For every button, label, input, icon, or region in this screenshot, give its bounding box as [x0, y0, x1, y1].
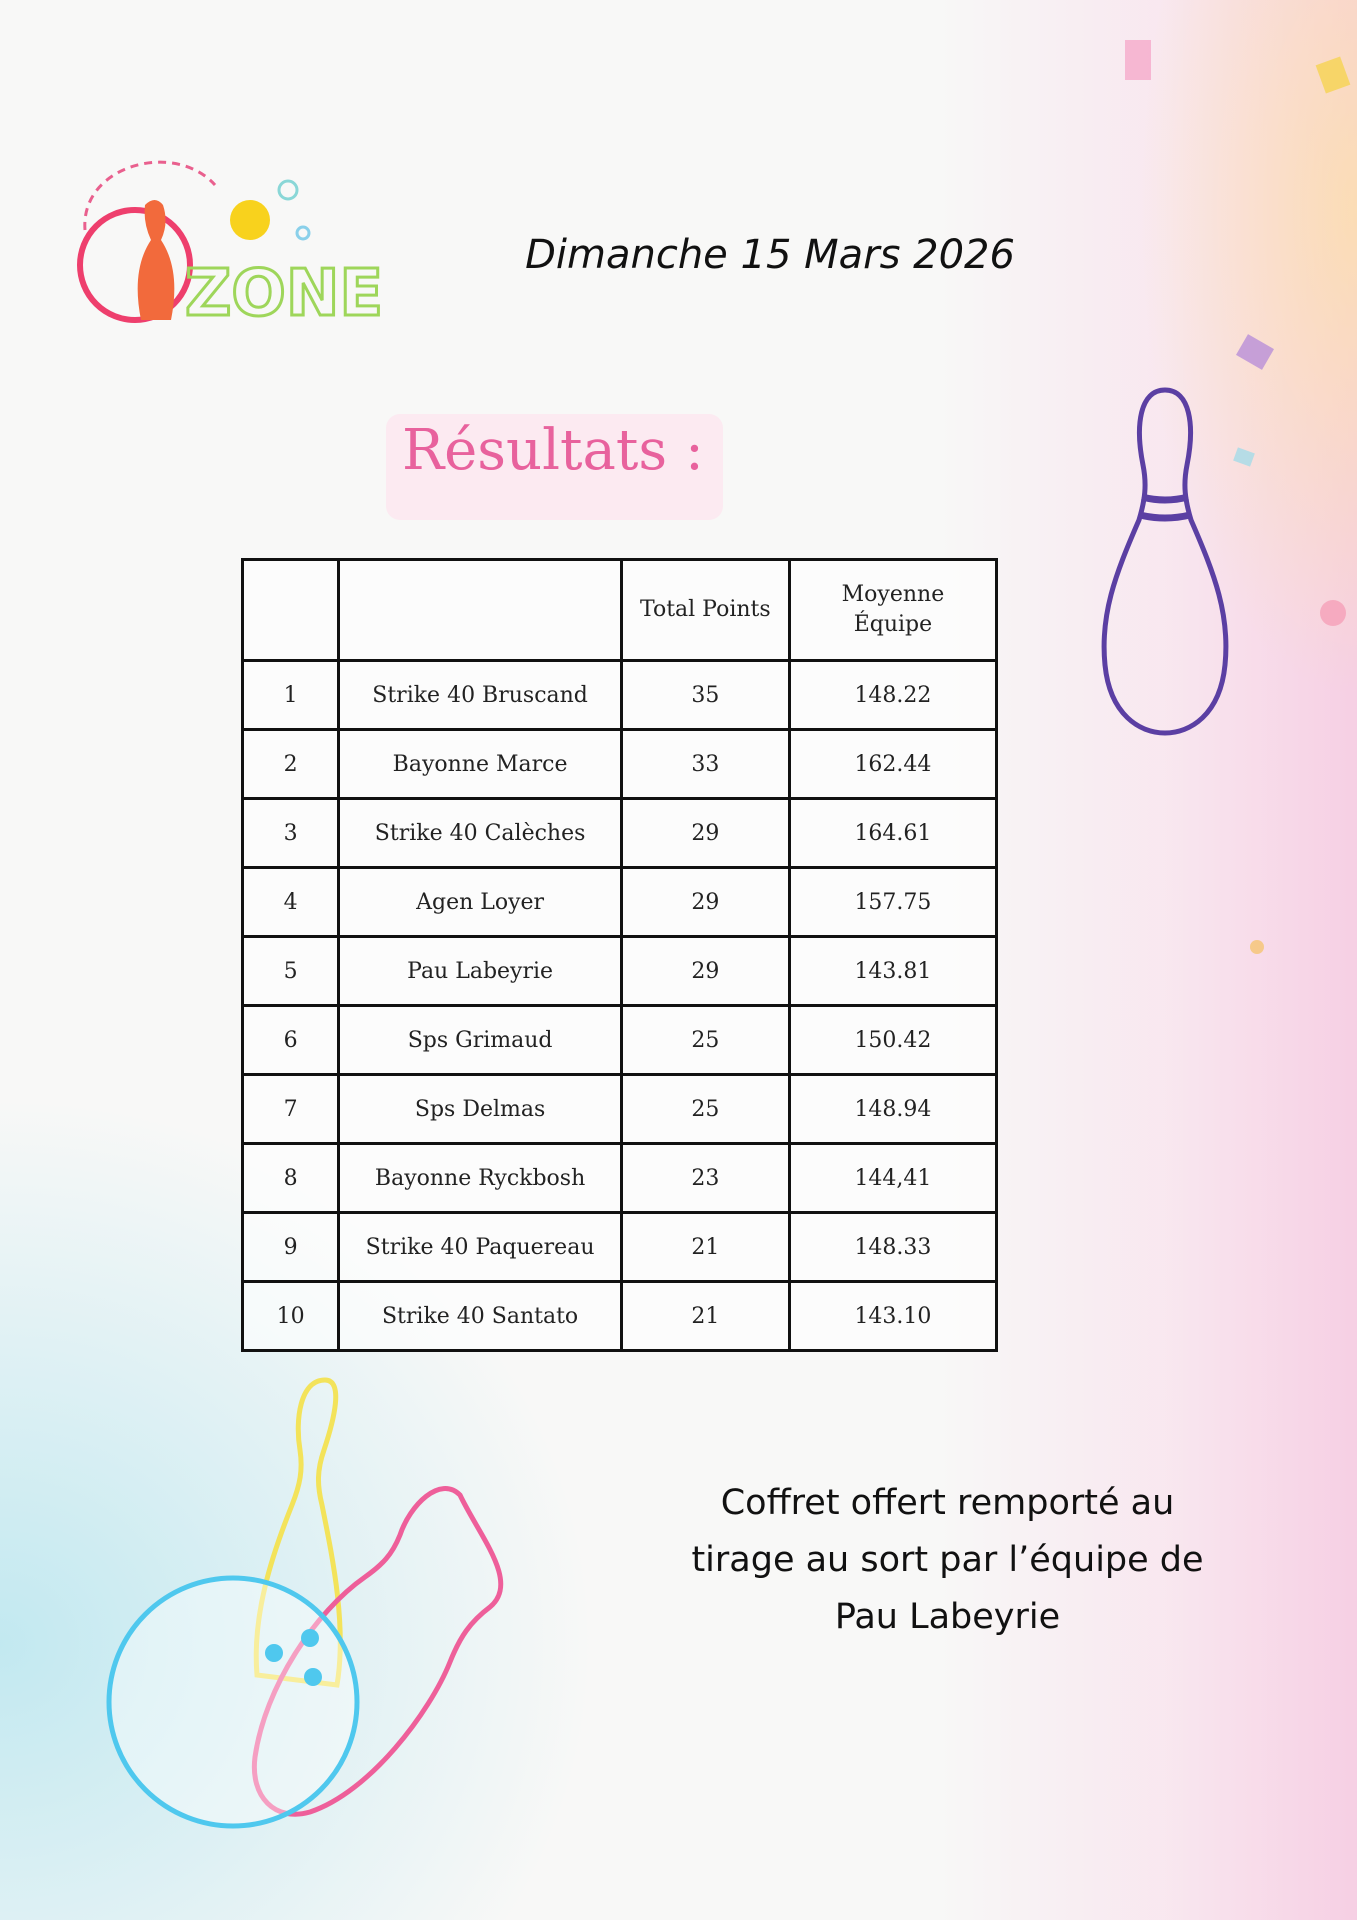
event-date: Dimanche 15 Mars 2026 — [525, 232, 1015, 278]
header-total-points: Total Points — [619, 558, 791, 662]
team-average-cell: 148.94 — [787, 1073, 999, 1145]
rank-cell: 10 — [240, 1280, 341, 1352]
table-row: 1 Strike 40 Bruscand 35 148.22 — [240, 659, 999, 731]
team-name-cell: Sps Grimaud — [337, 1004, 623, 1076]
prize-announcement: Coffret offert remporté au tirage au sor… — [640, 1475, 1255, 1646]
header-team-average-label: Moyenne Équipe — [841, 582, 945, 637]
rank-cell: 3 — [240, 797, 341, 869]
table-header-row: Total Points Moyenne Équipe — [240, 558, 999, 662]
rank-cell: 1 — [240, 659, 341, 731]
team-average-cell: 148.22 — [787, 659, 999, 731]
confetti — [1125, 40, 1151, 80]
table-row: 6 Sps Grimaud 25 150.42 — [240, 1004, 999, 1076]
total-points-cell: 29 — [619, 797, 791, 869]
team-average-cell: 150.42 — [787, 1004, 999, 1076]
results-title-box — [386, 414, 723, 520]
team-name-cell: Strike 40 Paquereau — [337, 1211, 623, 1283]
total-points-cell: 35 — [619, 659, 791, 731]
header-rank — [240, 558, 341, 662]
team-average-cell: 164.61 — [787, 797, 999, 869]
table-row: 5 Pau Labeyrie 29 143.81 — [240, 935, 999, 1007]
confetti — [1250, 940, 1264, 954]
table-row: 8 Bayonne Ryckbosh 23 144,41 — [240, 1142, 999, 1214]
team-average-cell: 157.75 — [787, 866, 999, 938]
rank-cell: 7 — [240, 1073, 341, 1145]
team-name-cell: Bayonne Marce — [337, 728, 623, 800]
rank-cell: 5 — [240, 935, 341, 1007]
team-average-cell: 143.81 — [787, 935, 999, 1007]
team-name-cell: Strike 40 Santato — [337, 1280, 623, 1352]
bowling-ball-and-pins-illustration — [106, 1377, 504, 1829]
team-name-cell: Bayonne Ryckbosh — [337, 1142, 623, 1214]
team-average-cell: 148.33 — [787, 1211, 999, 1283]
table-row: 3 Strike 40 Calèches 29 164.61 — [240, 797, 999, 869]
prize-line: Pau Labeyrie — [834, 1597, 1061, 1637]
prize-line: Coffret offert remporté au — [720, 1483, 1175, 1523]
total-points-cell: 23 — [619, 1142, 791, 1214]
table-row: 10 Strike 40 Santato 21 143.10 — [240, 1280, 999, 1352]
team-name-cell: Strike 40 Bruscand — [337, 659, 623, 731]
total-points-cell: 21 — [619, 1211, 791, 1283]
team-name-cell: Agen Loyer — [337, 866, 623, 938]
table-row: 2 Bayonne Marce 33 162.44 — [240, 728, 999, 800]
total-points-cell: 21 — [619, 1280, 791, 1352]
rank-cell: 9 — [240, 1211, 341, 1283]
total-points-cell: 29 — [619, 866, 791, 938]
rank-cell: 6 — [240, 1004, 341, 1076]
header-team-average: Moyenne Équipe — [787, 558, 999, 662]
table-row: 4 Agen Loyer 29 157.75 — [240, 866, 999, 938]
total-points-cell: 33 — [619, 728, 791, 800]
total-points-cell: 29 — [619, 935, 791, 1007]
team-name-cell: Sps Delmas — [337, 1073, 623, 1145]
table-row: 7 Sps Delmas 25 148.94 — [240, 1073, 999, 1145]
rank-cell: 4 — [240, 866, 341, 938]
results-title: Résultats : — [402, 418, 704, 483]
team-average-cell: 144,41 — [787, 1142, 999, 1214]
logo: ZONE — [77, 160, 385, 330]
table-row: 9 Strike 40 Paquereau 21 148.33 — [240, 1211, 999, 1283]
prize-line: tirage au sort par l’équipe de — [691, 1540, 1204, 1580]
team-average-cell: 143.10 — [787, 1280, 999, 1352]
bowling-pin-icon — [1101, 387, 1229, 736]
total-points-cell: 25 — [619, 1073, 791, 1145]
header-team — [337, 558, 623, 662]
results-table: Total Points Moyenne Équipe 1 Strike 40 B… — [240, 558, 999, 1352]
rank-cell: 2 — [240, 728, 341, 800]
total-points-cell: 25 — [619, 1004, 791, 1076]
svg-text:ZONE: ZONE — [185, 257, 383, 330]
confetti — [1320, 600, 1346, 626]
team-average-cell: 162.44 — [787, 728, 999, 800]
rank-cell: 8 — [240, 1142, 341, 1214]
team-name-cell: Pau Labeyrie — [337, 935, 623, 1007]
team-name-cell: Strike 40 Calèches — [337, 797, 623, 869]
